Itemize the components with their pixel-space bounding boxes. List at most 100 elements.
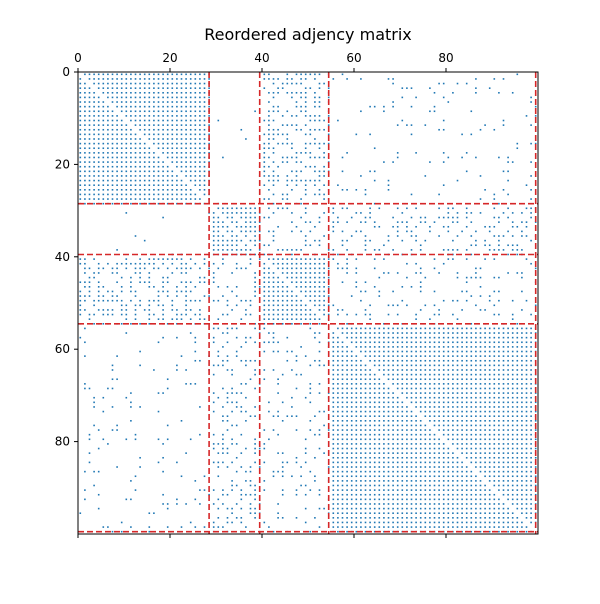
matrix-entry — [373, 521, 376, 524]
matrix-entry — [304, 115, 307, 117]
matrix-entry — [337, 387, 339, 390]
matrix-entry — [314, 295, 316, 297]
matrix-entry — [166, 198, 169, 200]
matrix-entry — [364, 410, 367, 413]
matrix-entry — [452, 336, 454, 339]
matrix-entry — [488, 530, 491, 533]
matrix-entry — [502, 401, 505, 404]
matrix-entry — [318, 156, 321, 159]
matrix-entry — [396, 415, 399, 417]
matrix-entry — [125, 87, 128, 89]
matrix-entry — [475, 484, 477, 487]
matrix-entry — [162, 286, 164, 288]
matrix-entry — [525, 447, 528, 450]
matrix-entry — [355, 517, 358, 519]
matrix-entry — [176, 105, 178, 108]
matrix-entry — [332, 355, 335, 357]
matrix-entry — [516, 456, 519, 459]
matrix-entry — [429, 318, 431, 320]
matrix-entry — [383, 369, 385, 371]
matrix-entry — [424, 489, 427, 491]
matrix-entry — [291, 309, 293, 311]
matrix-entry — [185, 262, 187, 265]
matrix-entry — [461, 493, 463, 496]
matrix-entry — [120, 521, 123, 524]
matrix-entry — [530, 336, 532, 339]
matrix-entry — [465, 396, 468, 399]
matrix-entry — [530, 489, 532, 491]
matrix-entry — [130, 420, 132, 422]
matrix-entry — [231, 489, 233, 491]
matrix-entry — [245, 299, 247, 302]
matrix-entry — [410, 480, 413, 482]
matrix-entry — [452, 221, 454, 223]
matrix-entry — [511, 420, 514, 422]
matrix-entry — [378, 332, 381, 334]
matrix-entry — [373, 387, 376, 390]
matrix-entry — [346, 189, 348, 191]
matrix-entry — [318, 142, 321, 145]
matrix-entry — [387, 410, 390, 413]
matrix-entry — [341, 526, 344, 528]
matrix-entry — [291, 96, 293, 99]
matrix-entry — [396, 517, 399, 519]
matrix-entry — [461, 346, 463, 348]
matrix-entry — [318, 239, 321, 242]
matrix-entry — [521, 429, 523, 431]
matrix-entry — [194, 96, 197, 99]
matrix-entry — [498, 202, 500, 205]
matrix-entry — [415, 415, 417, 417]
matrix-entry — [415, 443, 417, 445]
matrix-entry — [111, 170, 114, 173]
matrix-entry — [525, 489, 528, 491]
matrix-entry — [162, 119, 164, 122]
matrix-entry — [111, 290, 114, 293]
matrix-entry — [373, 258, 376, 260]
matrix-entry — [387, 484, 390, 487]
matrix-entry — [521, 433, 523, 436]
matrix-entry — [107, 119, 109, 122]
matrix-entry — [461, 355, 463, 357]
matrix-entry — [134, 262, 137, 265]
matrix-entry — [79, 258, 82, 260]
matrix-entry — [199, 156, 201, 159]
matrix-entry — [511, 350, 514, 353]
matrix-entry — [452, 401, 454, 404]
matrix-entry — [373, 420, 376, 422]
matrix-entry — [249, 503, 252, 505]
matrix-entry — [378, 341, 381, 344]
matrix-entry — [424, 475, 427, 478]
matrix-entry — [272, 133, 275, 136]
matrix-entry — [166, 147, 169, 150]
matrix-entry — [341, 401, 344, 404]
matrix-entry — [364, 526, 367, 528]
matrix-entry — [470, 327, 473, 330]
matrix-entry — [442, 410, 445, 413]
matrix-entry — [419, 512, 422, 515]
matrix-entry — [162, 470, 164, 473]
matrix-entry — [493, 207, 496, 210]
matrix-entry — [447, 346, 450, 348]
matrix-entry — [130, 147, 132, 150]
matrix-entry — [116, 161, 118, 163]
matrix-entry — [429, 429, 431, 431]
matrix-entry — [120, 133, 123, 136]
matrix-entry — [346, 530, 348, 533]
matrix-entry — [277, 133, 279, 136]
matrix-entry — [332, 447, 335, 450]
matrix-entry — [240, 128, 243, 131]
matrix-entry — [406, 452, 408, 454]
matrix-entry — [410, 383, 413, 385]
matrix-entry — [143, 87, 146, 89]
matrix-entry — [511, 424, 514, 427]
matrix-entry — [97, 87, 100, 89]
matrix-entry — [396, 304, 399, 307]
matrix-entry — [111, 272, 114, 274]
matrix-entry — [180, 165, 183, 168]
matrix-entry — [364, 355, 367, 357]
matrix-entry — [272, 212, 275, 214]
matrix-entry — [120, 262, 123, 265]
matrix-entry — [470, 512, 473, 515]
matrix-entry — [332, 475, 335, 478]
matrix-entry — [111, 369, 114, 371]
